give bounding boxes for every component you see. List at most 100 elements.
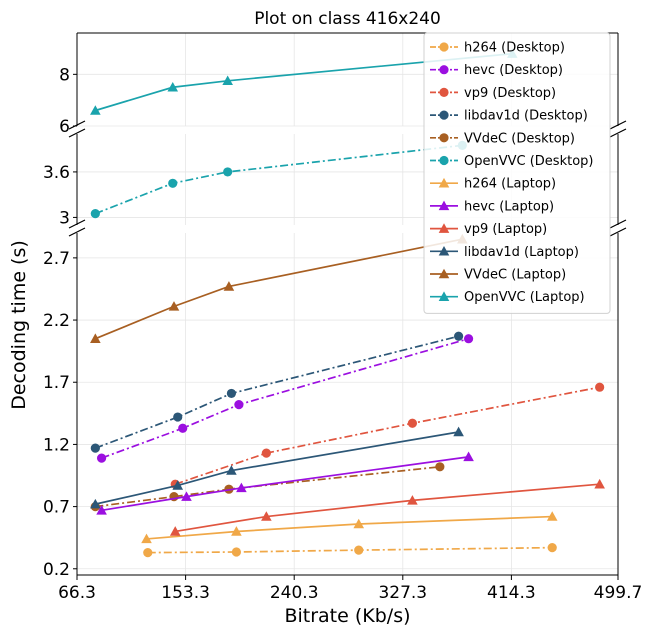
data-point: [167, 81, 179, 92]
series-line: [175, 483, 600, 533]
data-point: [231, 526, 242, 536]
data-point: [435, 462, 445, 472]
data-point: [168, 301, 180, 311]
y-tick-label: 2.7: [43, 249, 70, 269]
data-point: [223, 167, 233, 177]
series-line: [101, 456, 469, 512]
axis-break-mark: [609, 219, 627, 229]
legend-label: h264 (Laptop): [464, 177, 556, 192]
axis-break-mark: [609, 120, 627, 130]
data-point: [141, 533, 152, 544]
legend: h264 (Desktop) hevc (Desktop) vp9 (Desktop…: [423, 32, 611, 314]
data-point: [354, 545, 364, 555]
legend-swatch-marker: [439, 42, 449, 52]
legend-label: VVdeC (Laptop): [464, 268, 566, 283]
data-point: [231, 547, 242, 557]
series-group: [141, 511, 558, 544]
data-point: [90, 105, 101, 115]
legend-label: OpenVVC (Desktop): [464, 154, 593, 169]
data-point: [172, 480, 184, 490]
legend-label: vp9 (Laptop): [464, 222, 547, 237]
data-point: [168, 178, 178, 188]
data-point: [96, 453, 107, 463]
data-point: [261, 448, 271, 458]
legend-swatch-marker: [439, 155, 449, 166]
data-point: [353, 518, 365, 529]
series-line: [95, 465, 440, 508]
axis-break-mark: [68, 219, 86, 229]
series-group: [143, 543, 557, 558]
series-line: [95, 431, 459, 505]
legend-swatch-marker: [439, 133, 449, 143]
data-point: [143, 548, 153, 558]
axis-break-mark: [609, 128, 627, 138]
y-axis-title: Decoding time (s): [8, 240, 30, 410]
data-point: [453, 331, 464, 341]
legend-label: hevc (Desktop): [464, 63, 563, 78]
data-point: [173, 412, 183, 422]
y-tick-label: 3.6: [43, 163, 70, 183]
series-line: [174, 386, 600, 486]
series-layer: [90, 48, 605, 558]
x-tick-label: 414.3: [487, 583, 536, 603]
legend-label: libdav1d (Laptop): [464, 245, 579, 260]
series-group: [90, 426, 464, 509]
legend-label: hevc (Laptop): [464, 199, 554, 214]
series-line: [95, 144, 463, 215]
axis-break-mark: [68, 128, 86, 138]
data-point: [463, 451, 474, 462]
series-line: [95, 335, 459, 449]
legend-label: VVdeC (Desktop): [464, 131, 575, 146]
legend-swatch-marker: [438, 223, 450, 233]
legend-swatch-marker: [439, 87, 449, 97]
y-tick-label: 1.7: [43, 373, 70, 393]
legend-label: vp9 (Desktop): [464, 86, 556, 101]
y-tick-label: 6: [59, 117, 70, 137]
data-point: [546, 511, 558, 521]
data-point: [226, 388, 237, 399]
y-tick-label: 8: [59, 65, 70, 85]
legend-box: [423, 32, 611, 314]
data-point: [90, 443, 100, 453]
data-point: [223, 281, 235, 291]
y-tick-label: 3: [59, 208, 70, 228]
legend-label: OpenVVC (Laptop): [464, 290, 585, 305]
x-tick-label: 240.3: [270, 583, 319, 603]
legend-swatch-marker: [438, 177, 450, 188]
data-point: [226, 465, 237, 475]
x-tick-label: 327.3: [378, 583, 427, 603]
data-point: [236, 482, 247, 493]
data-point: [547, 543, 557, 553]
data-point: [181, 491, 192, 501]
data-point: [169, 526, 181, 536]
axis-break-mark: [68, 227, 86, 237]
y-tick-label: 2.2: [43, 311, 70, 331]
series-group: [96, 334, 474, 463]
data-point: [96, 505, 107, 515]
series-group: [90, 233, 468, 343]
legend-swatch-marker: [438, 268, 450, 279]
series-line: [147, 546, 553, 554]
series-group: [169, 478, 605, 536]
chart-title: Plot on class 416x240: [254, 9, 441, 29]
legend-label: libdav1d (Desktop): [464, 109, 588, 124]
x-tick-label: 499.7: [594, 583, 643, 603]
data-point: [222, 75, 233, 86]
series-group: [96, 451, 474, 515]
x-tick-label: 153.3: [161, 583, 210, 603]
legend-swatch-marker: [438, 291, 450, 301]
tick-layer: 6 8 3 3.6 0.2 0.7 1.2 1.7 2.2 2.7 66.3 153.3 240.3 32…: [43, 65, 642, 603]
series-line: [95, 52, 513, 112]
series-group: [90, 140, 467, 219]
series-group: [90, 331, 464, 453]
series-line: [95, 238, 463, 340]
data-point: [463, 334, 474, 344]
series-line: [146, 515, 553, 540]
axis-break-mark: [609, 227, 627, 237]
data-point: [407, 495, 418, 505]
legend-swatch-marker: [438, 200, 450, 211]
data-point: [407, 418, 418, 428]
y-tick-label: 0.7: [43, 498, 70, 518]
